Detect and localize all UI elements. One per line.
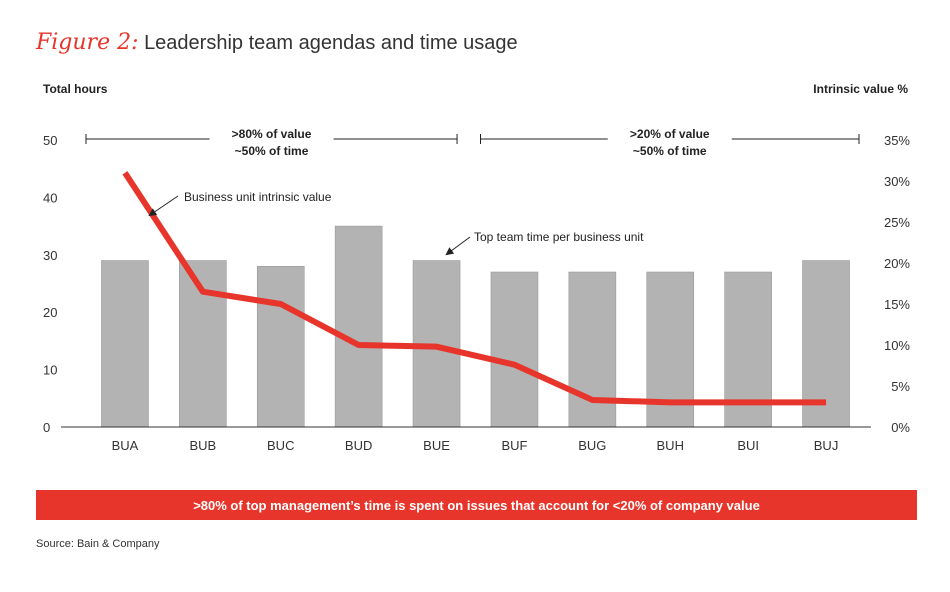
intrinsic-value-line	[122, 171, 827, 406]
figure-label: Figure 2:	[36, 30, 139, 55]
bar	[490, 271, 539, 428]
chart-svg: Total hours Intrinsic value % 0 10 20 30 40 5…	[43, 82, 910, 453]
x-tick-label: BUB	[189, 438, 216, 453]
range-label-value: >20% of value	[630, 127, 710, 141]
takeaway-banner: >80% of top management’s time is spent o…	[36, 490, 917, 520]
x-ticks: BUA BUB BUC BUD BUE BUF BUG BUH BUI BUJ	[112, 438, 839, 453]
figure-title: Figure 2: Leadership team agendas and ti…	[36, 30, 518, 55]
y-tick-label: 50	[43, 133, 57, 148]
y2-tick-label: 0%	[891, 420, 910, 435]
annotation-arrow	[445, 236, 471, 256]
y2-axis-title: Intrinsic value %	[813, 82, 908, 96]
range-brackets: >80% of value ~50% of time >20% of value ~5…	[85, 127, 860, 158]
figure-title-text: Leadership team agendas and time usage	[144, 32, 518, 54]
annotation-intrinsic-value: Business unit intrinsic value	[184, 190, 332, 204]
y2-tick-label: 35%	[884, 133, 910, 148]
y-ticks: 0 10 20 30 40 50	[43, 133, 57, 435]
range-label-time: ~50% of time	[235, 144, 309, 158]
y-tick-label: 30	[43, 248, 57, 263]
annotation-arrow	[148, 195, 179, 217]
bar	[256, 265, 305, 428]
x-tick-label: BUG	[578, 438, 606, 453]
x-tick-label: BUD	[345, 438, 372, 453]
y2-ticks: 0% 5% 10% 15% 20% 25% 30% 35%	[884, 133, 910, 435]
x-tick-label: BUH	[657, 438, 684, 453]
y-tick-label: 10	[43, 363, 57, 378]
bars	[101, 225, 850, 428]
y-tick-label: 40	[43, 190, 57, 205]
bar	[179, 260, 227, 428]
bar	[802, 260, 850, 428]
y2-tick-label: 25%	[884, 215, 910, 230]
x-tick-label: BUC	[267, 438, 294, 453]
bar	[334, 225, 383, 428]
annotation-team-time: Top team time per business unit	[474, 230, 644, 244]
x-tick-label: BUJ	[814, 438, 839, 453]
y2-tick-label: 5%	[891, 379, 910, 394]
y2-tick-label: 20%	[884, 256, 910, 271]
y2-tick-label: 10%	[884, 338, 910, 353]
y2-tick-label: 15%	[884, 297, 910, 312]
annotations: Business unit intrinsic value Top team ti…	[148, 190, 644, 256]
y2-tick-label: 30%	[884, 174, 910, 189]
range-label-value: >80% of value	[232, 127, 312, 141]
y-tick-label: 20	[43, 305, 57, 320]
x-tick-label: BUF	[501, 438, 527, 453]
bar	[101, 260, 149, 428]
y-tick-label: 0	[43, 420, 50, 435]
x-tick-label: BUI	[737, 438, 759, 453]
source-note: Source: Bain & Company	[36, 538, 160, 550]
x-tick-label: BUA	[112, 438, 139, 453]
bar	[568, 271, 617, 428]
y-axis-title: Total hours	[43, 82, 108, 96]
range-label-time: ~50% of time	[633, 144, 707, 158]
x-tick-label: BUE	[423, 438, 450, 453]
